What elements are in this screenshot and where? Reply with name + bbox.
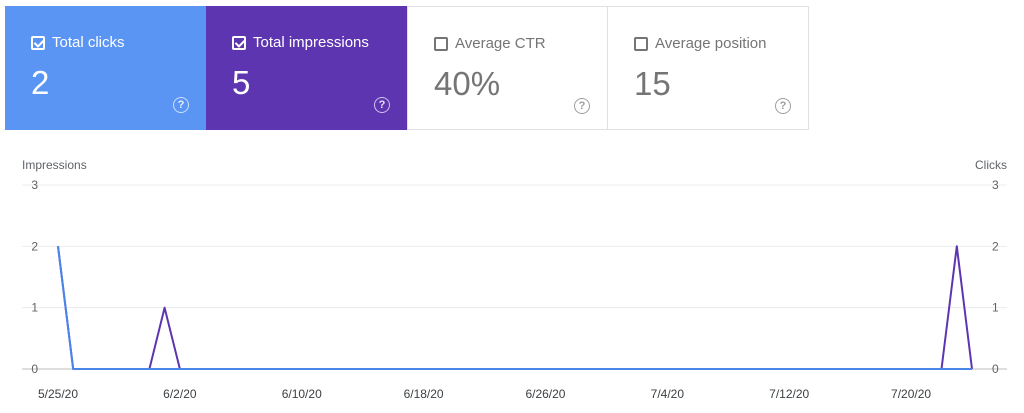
- metric-card-header: Average CTR: [434, 35, 546, 52]
- y-tick-label-right: 2: [992, 239, 999, 253]
- metric-label: Average CTR: [455, 35, 546, 52]
- metric-cards: Total clicks 2 ? Total impressions 5 ? A…: [5, 6, 809, 130]
- x-tick-label: 6/18/20: [404, 387, 444, 401]
- metric-label: Average position: [655, 35, 767, 52]
- series-lines: [57, 245, 973, 370]
- metric-value: 40%: [434, 65, 501, 102]
- help-icon[interactable]: ?: [173, 97, 189, 113]
- y-tick-label-right: 1: [992, 301, 999, 315]
- metric-card-average-ctr[interactable]: Average CTR 40% ?: [407, 6, 608, 130]
- metric-card-header: Total clicks: [31, 34, 125, 51]
- checkbox-unchecked-icon[interactable]: [434, 36, 448, 51]
- metric-card-header: Total impressions: [232, 34, 369, 51]
- y-axis-left-label: Impressions: [22, 158, 87, 172]
- x-tick-label: 7/20/20: [891, 387, 931, 401]
- checkbox-unchecked-icon[interactable]: [634, 36, 648, 51]
- y-tick-label-left: 2: [31, 239, 38, 253]
- metric-card-total-impressions[interactable]: Total impressions 5 ?: [206, 6, 407, 130]
- y-tick-label-left: 1: [31, 301, 38, 315]
- checkbox-checked-icon[interactable]: [232, 35, 246, 50]
- metric-card-header: Average position: [634, 35, 766, 52]
- y-tick-labels: 0 0 1 1 2 2 3 3: [31, 178, 999, 376]
- series-line-clicks: [57, 246, 972, 370]
- x-tick-label: 6/2/20: [163, 387, 197, 401]
- performance-chart: Impressions Clicks 0 0 1 1 2 2 3 3 5/25/20 6/2/2…: [0, 130, 1024, 408]
- metric-card-average-position[interactable]: Average position 15 ?: [608, 6, 809, 130]
- checkbox-checked-icon[interactable]: [31, 35, 45, 50]
- x-tick-label: 7/12/20: [769, 387, 809, 401]
- metric-label: Total clicks: [52, 34, 125, 51]
- x-tick-label: 7/4/20: [651, 387, 685, 401]
- help-icon[interactable]: ?: [775, 98, 791, 114]
- metric-value: 15: [634, 65, 671, 102]
- metric-value: 2: [31, 64, 50, 101]
- y-axis-right-label: Clicks: [975, 158, 1007, 172]
- y-tick-label-right: 3: [992, 178, 999, 192]
- x-tick-label: 6/26/20: [525, 387, 565, 401]
- x-tick-label: 5/25/20: [38, 387, 78, 401]
- y-tick-label-left: 3: [31, 178, 38, 192]
- metric-card-total-clicks[interactable]: Total clicks 2 ?: [5, 6, 206, 130]
- y-tick-label-left: 0: [31, 362, 38, 376]
- y-tick-label-right: 0: [992, 362, 999, 376]
- help-icon[interactable]: ?: [574, 98, 590, 114]
- help-icon[interactable]: ?: [374, 97, 390, 113]
- line-chart-svg: Impressions Clicks 0 0 1 1 2 2 3 3 5/25/20 6/2/2…: [22, 158, 1007, 401]
- x-tick-label: 6/10/20: [282, 387, 322, 401]
- grid-lines: [22, 184, 1007, 370]
- metric-label: Total impressions: [253, 34, 369, 51]
- x-tick-labels: 5/25/20 6/2/20 6/10/20 6/18/20 6/26/20 7/4/20…: [38, 387, 931, 401]
- metric-value: 5: [232, 64, 251, 101]
